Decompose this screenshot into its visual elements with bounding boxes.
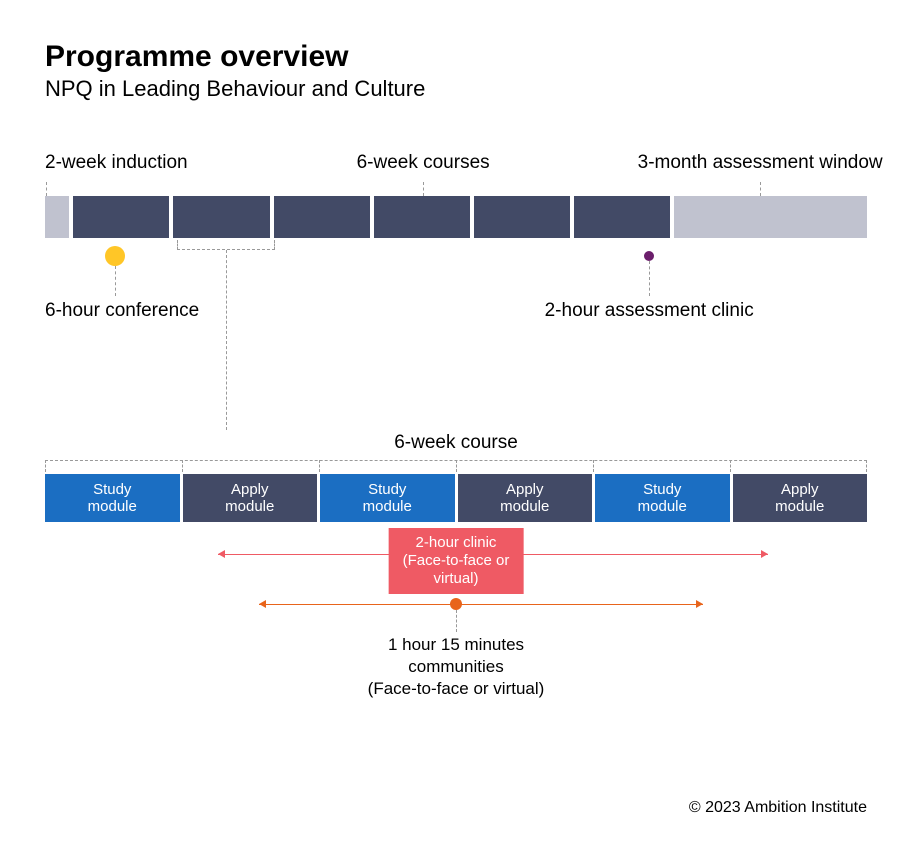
apply-module: Applymodule bbox=[458, 474, 593, 522]
detail-title: 6-week course bbox=[45, 432, 867, 454]
community-label: 1 hour 15 minutescommunities(Face-to-fac… bbox=[326, 634, 586, 700]
assessment-label: 3-month assessment window bbox=[638, 152, 883, 174]
timeline-segment bbox=[73, 196, 169, 238]
page-subtitle: NPQ in Leading Behaviour and Culture bbox=[45, 76, 867, 102]
detail-module-bar: StudymoduleApplymoduleStudymoduleApplymo… bbox=[45, 474, 867, 522]
courses-label: 6-week courses bbox=[357, 152, 490, 174]
study-module: Studymodule bbox=[45, 474, 180, 522]
conference-label: 6-hour conference bbox=[45, 300, 199, 322]
assessment-clinic-label: 2-hour assessment clinic bbox=[545, 300, 754, 322]
conference-dot-icon bbox=[105, 246, 125, 266]
timeline-segment bbox=[574, 196, 670, 238]
course-detail: 6-week course StudymoduleApplymoduleStud… bbox=[45, 432, 867, 752]
timeline-below: 6-hour conference 2-hour assessment clini… bbox=[45, 238, 867, 398]
apply-module: Applymodule bbox=[183, 474, 318, 522]
study-module: Studymodule bbox=[595, 474, 730, 522]
timeline-segment bbox=[474, 196, 570, 238]
study-module: Studymodule bbox=[320, 474, 455, 522]
timeline: 2-week induction 6-week courses 3-month … bbox=[45, 152, 867, 392]
timeline-segment bbox=[674, 196, 867, 238]
detail-bracket bbox=[45, 460, 867, 474]
timeline-bar bbox=[45, 196, 867, 238]
timeline-top-labels: 2-week induction 6-week courses 3-month … bbox=[45, 152, 867, 182]
timeline-top-connectors bbox=[45, 182, 867, 196]
timeline-segment bbox=[274, 196, 370, 238]
community-dot-icon bbox=[450, 598, 462, 610]
assessment-clinic-dot-icon bbox=[644, 251, 654, 261]
page-title: Programme overview bbox=[45, 40, 867, 74]
timeline-segment bbox=[374, 196, 470, 238]
copyright: © 2023 Ambition Institute bbox=[689, 799, 867, 817]
timeline-segment bbox=[173, 196, 269, 238]
clinic-box: 2-hour clinic(Face-to-face orvirtual) bbox=[389, 528, 524, 594]
detail-below: 2-hour clinic(Face-to-face orvirtual) 1 h… bbox=[45, 522, 867, 752]
apply-module: Applymodule bbox=[733, 474, 868, 522]
timeline-segment bbox=[45, 196, 69, 238]
induction-label: 2-week induction bbox=[45, 152, 188, 174]
